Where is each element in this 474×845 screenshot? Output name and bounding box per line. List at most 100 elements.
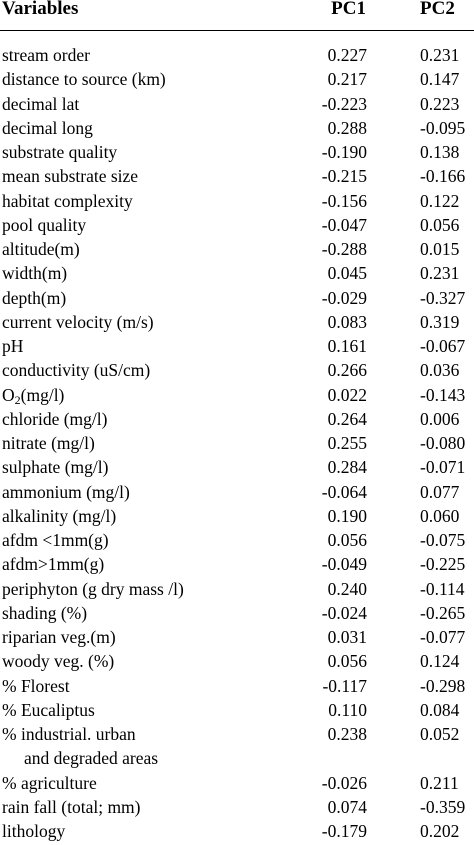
pc1-value: -0.049	[321, 554, 367, 575]
pc2-value: -0.298	[420, 675, 466, 696]
pc1-value: 0.022	[327, 384, 367, 405]
table-row: O2(mg/l) 0.022 -0.143	[0, 383, 474, 407]
table-row: % industrial. urban and degraded areas 0.2…	[0, 722, 474, 771]
variable-name: % industrial. urban and degraded areas	[2, 722, 158, 771]
variable-name: pH	[2, 334, 23, 358]
pc1-value: 0.110	[328, 699, 367, 720]
variable-name: ammonium (mg/l)	[2, 480, 130, 504]
pc2-value: 0.052	[420, 724, 460, 744]
pc1-value: -0.215	[321, 166, 367, 187]
variable-name-text: decimal long	[2, 117, 93, 138]
pc2-value: -0.114	[420, 578, 465, 599]
variable-name: substrate quality	[2, 140, 117, 164]
pc2-value: -0.327	[420, 287, 466, 308]
table-row: afdm <1mm(g) 0.056 -0.075	[0, 528, 474, 552]
pc1-value: -0.029	[321, 287, 367, 308]
table-row: lithology -0.179 0.202	[0, 819, 474, 843]
pc2-value: 0.122	[420, 190, 460, 211]
pc1-value: -0.223	[321, 93, 367, 114]
variable-name: mean substrate size	[2, 164, 138, 188]
pc2-value: 0.015	[420, 239, 460, 259]
pc2-value: -0.225	[420, 554, 466, 575]
pc2-value: -0.166	[420, 166, 466, 187]
pc2-value: 0.319	[420, 311, 460, 332]
pc1-value: 0.217	[327, 69, 367, 90]
variable-name: altitude(m)	[2, 237, 80, 261]
variable-name-text: % Eucaliptus	[2, 699, 95, 720]
variable-name-text: chloride (mg/l)	[2, 408, 108, 429]
table-row: alkalinity (mg/l) 0.190 0.060	[0, 504, 474, 528]
variable-name: nitrate (mg/l)	[2, 431, 95, 455]
variable-name-text: rain fall (total; mm)	[2, 796, 141, 817]
table-row: current velocity (m/s) 0.083 0.319	[0, 310, 474, 334]
pc2-value: 0.211	[420, 772, 459, 793]
variable-name-text: stream order	[2, 45, 90, 65]
variable-name: riparian veg.(m)	[2, 625, 116, 649]
pc1-value: 0.083	[327, 311, 367, 332]
variable-name: width(m)	[2, 261, 67, 285]
table-row: width(m) 0.045 0.231	[0, 261, 474, 285]
pc1-value: 0.045	[327, 263, 367, 284]
pc2-value: 0.006	[420, 408, 460, 429]
pc1-value: 0.227	[327, 45, 367, 65]
table-row: % agriculture -0.026 0.211	[0, 771, 474, 795]
variable-name-text: woody veg. (%)	[2, 651, 115, 672]
pc2-value: -0.265	[420, 602, 466, 623]
table-row: conductivity (uS/cm) 0.266 0.036	[0, 358, 474, 382]
variable-name: conductivity (uS/cm)	[2, 358, 150, 382]
variable-name: rain fall (total; mm)	[2, 795, 141, 819]
pc1-value: 0.255	[327, 433, 367, 453]
pc1-value: -0.190	[321, 142, 367, 162]
variable-name-text: ammonium (mg/l)	[2, 481, 130, 502]
pc1-value: -0.156	[321, 190, 367, 211]
variable-name: distance to source (km)	[2, 67, 166, 91]
table-row: afdm>1mm(g) -0.049 -0.225	[0, 552, 474, 576]
variable-name-text: decimal lat	[2, 93, 80, 114]
variable-name-text: depth(m)	[2, 287, 67, 308]
pc2-value: -0.071	[420, 457, 466, 478]
table-row: ammonium (mg/l) -0.064 0.077	[0, 480, 474, 504]
variable-name-subscript: 2	[14, 392, 21, 407]
pc2-value: 0.231	[420, 263, 460, 284]
table-body: stream order 0.227 0.231 distance to source…	[0, 43, 474, 843]
variable-name: % Eucaliptus	[2, 698, 95, 722]
table-row: periphyton (g dry mass /l) 0.240 -0.114	[0, 577, 474, 601]
variable-name: periphyton (g dry mass /l)	[2, 577, 184, 601]
variable-name-text: afdm <1mm(g)	[2, 530, 109, 550]
variable-name-continuation: and degraded areas	[24, 748, 159, 769]
column-header-pc1: PC1	[331, 0, 366, 19]
table-row: sulphate (mg/l) 0.284 -0.071	[0, 455, 474, 479]
table-row: substrate quality -0.190 0.138	[0, 140, 474, 164]
pc2-value: 0.036	[420, 360, 460, 381]
variable-name-text: % Florest	[2, 675, 70, 696]
pc1-value: 0.031	[327, 627, 367, 647]
pc2-value: -0.080	[420, 433, 466, 453]
table-row: chloride (mg/l) 0.264 0.006	[0, 407, 474, 431]
pc1-value: 0.288	[327, 117, 367, 138]
table-row: decimal lat -0.223 0.223	[0, 92, 474, 116]
variable-name-text: pH	[2, 336, 24, 356]
variable-name: O2(mg/l)	[2, 383, 64, 407]
pc2-value: 0.223	[420, 93, 460, 114]
variable-name: woody veg. (%)	[2, 649, 114, 673]
table-row: altitude(m) -0.288 0.015	[0, 237, 474, 261]
pc1-value: 0.266	[327, 360, 367, 381]
table-row: woody veg. (%) 0.056 0.124	[0, 649, 474, 673]
variable-name: habitat complexity	[2, 189, 133, 213]
table-row: stream order 0.227 0.231	[0, 43, 474, 67]
table-row: decimal long 0.288 -0.095	[0, 116, 474, 140]
variable-name-text: riparian veg.(m)	[2, 627, 116, 647]
variable-name-text: lithology	[2, 821, 66, 841]
variable-name: afdm <1mm(g)	[2, 528, 109, 552]
variable-name-text: distance to source (km)	[2, 69, 166, 90]
pc1-value: 0.284	[327, 457, 367, 478]
table-row: pool quality -0.047 0.056	[0, 213, 474, 237]
variable-name-text: altitude(m)	[2, 239, 80, 259]
pc2-value: 0.084	[420, 699, 460, 720]
pc1-value: -0.026	[321, 772, 367, 793]
variable-name: alkalinity (mg/l)	[2, 504, 116, 528]
variable-name: depth(m)	[2, 286, 66, 310]
pc1-value: -0.288	[321, 239, 367, 259]
pc1-value: 0.240	[327, 578, 367, 599]
